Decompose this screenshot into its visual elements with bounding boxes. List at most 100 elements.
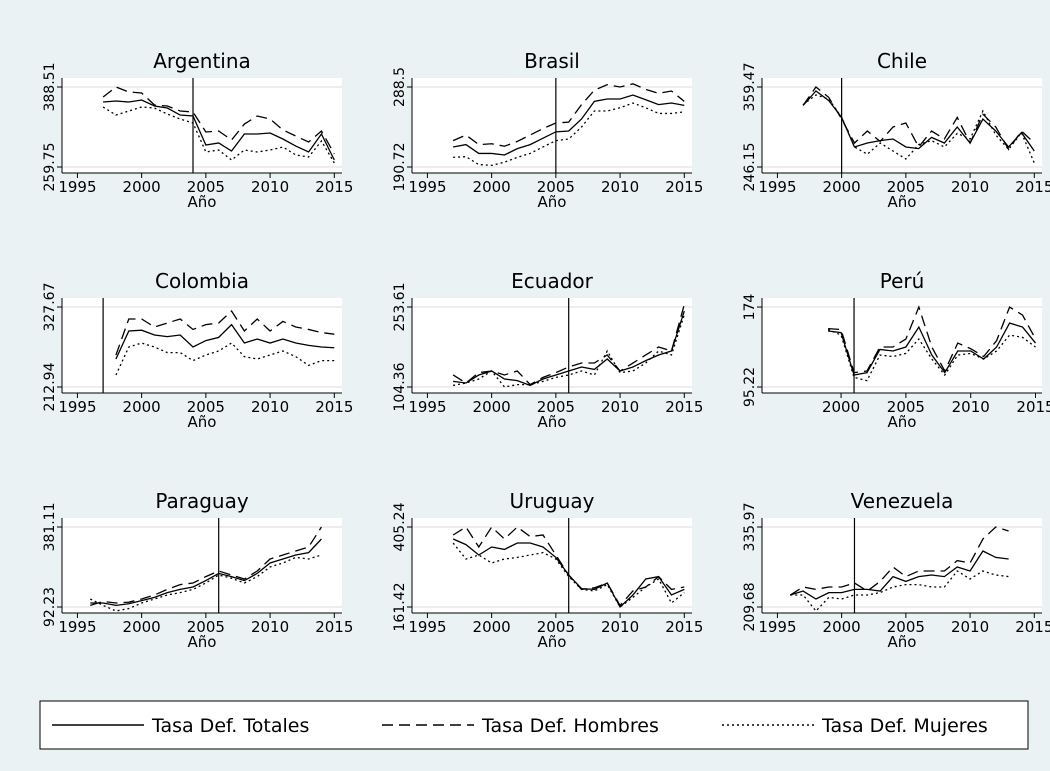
plot-area: [62, 298, 342, 393]
plot-area: [412, 518, 692, 613]
x-tick-label: 2000: [473, 178, 511, 196]
series-line: [802, 86, 1035, 151]
series-line: [452, 94, 685, 156]
x-tick-label: 2010: [601, 398, 639, 416]
x-tick-label: 2010: [251, 618, 289, 636]
x-tick-label: 2015: [315, 178, 353, 196]
y-tick-label: 209.68: [742, 583, 758, 632]
x-tick-label: 2005: [537, 618, 575, 636]
series-line: [790, 550, 1009, 600]
legend-label: Tasa Def. Totales: [151, 715, 309, 737]
series-line: [90, 538, 322, 607]
x-axis-label: Año: [888, 193, 917, 211]
y-tick-label: 161.42: [392, 582, 408, 631]
x-tick-label: 2015: [665, 178, 703, 196]
x-tick-label: 2010: [601, 618, 639, 636]
y-tick-label: 246.15: [742, 142, 758, 191]
x-tick-label: 2015: [1015, 618, 1050, 636]
x-tick-label: 2005: [887, 618, 925, 636]
x-tick-label: 2000: [123, 398, 161, 416]
y-tick-label: 288.5: [392, 67, 408, 107]
series-line: [103, 99, 335, 161]
series-line: [115, 310, 335, 356]
panel-title: Venezuela: [851, 489, 954, 513]
x-tick-label: 2015: [1016, 398, 1050, 416]
y-tick-label: 92.23: [42, 587, 58, 627]
series-line: [452, 83, 685, 147]
plot-area: [412, 78, 692, 173]
panel-title: Ecuador: [511, 269, 593, 293]
x-axis-label: Año: [538, 413, 567, 431]
x-tick-label: 2005: [187, 618, 225, 636]
x-axis-label: Año: [538, 633, 567, 651]
panel-title: Uruguay: [510, 489, 595, 513]
x-tick-label: 1995: [408, 398, 446, 416]
x-tick-label: 2010: [251, 398, 289, 416]
x-tick-label: 1995: [58, 178, 96, 196]
x-tick-label: 2000: [123, 178, 161, 196]
y-tick-label: 335.97: [742, 503, 758, 552]
y-tick-label: 253.61: [392, 282, 408, 331]
series-line: [115, 342, 335, 376]
x-tick-label: 1995: [58, 618, 96, 636]
y-tick-label: 212.94: [42, 362, 58, 411]
y-tick-label: 405.24: [392, 502, 408, 551]
panel-title: Perú: [880, 269, 925, 293]
y-tick-label: 95.22: [742, 367, 758, 407]
panel-title: Colombia: [155, 269, 249, 293]
series-line: [827, 328, 1036, 382]
x-tick-label: 2015: [315, 618, 353, 636]
x-tick-label: 2000: [823, 178, 861, 196]
x-axis-label: Año: [538, 193, 567, 211]
series-line: [802, 94, 1035, 164]
x-tick-label: 2015: [1015, 178, 1050, 196]
x-tick-label: 1995: [58, 398, 96, 416]
x-tick-label: 2000: [473, 618, 511, 636]
series-line: [452, 314, 685, 388]
x-tick-label: 2015: [665, 618, 703, 636]
series-line: [89, 554, 322, 612]
x-tick-label: 1995: [758, 178, 796, 196]
x-tick-label: 2000: [822, 398, 860, 416]
x-tick-label: 1995: [408, 618, 446, 636]
y-tick-label: 388.51: [42, 63, 58, 112]
x-axis-label: Año: [888, 413, 917, 431]
x-tick-label: 2015: [315, 398, 353, 416]
series-line: [828, 322, 1037, 376]
legend-box: [39, 700, 1029, 750]
x-axis-label: Año: [188, 413, 217, 431]
series-line: [115, 323, 335, 360]
x-tick-label: 2010: [601, 178, 639, 196]
x-tick-label: 2005: [887, 178, 925, 196]
series-line: [102, 86, 335, 155]
panel-title: Argentina: [153, 49, 251, 73]
series-line: [789, 526, 1009, 596]
series-line: [102, 106, 335, 164]
y-tick-label: 104.36: [392, 362, 408, 411]
plot-area: [762, 518, 1042, 613]
x-tick-label: 2000: [823, 618, 861, 636]
plot-area: [412, 298, 692, 393]
panel-title: Paraguay: [155, 489, 249, 513]
x-tick-label: 1995: [408, 178, 446, 196]
panel-title: Brasil: [524, 49, 580, 73]
x-tick-label: 1995: [758, 618, 796, 636]
x-tick-label: 2010: [251, 178, 289, 196]
series-line: [90, 526, 322, 607]
y-tick-label: 359.47: [742, 62, 758, 111]
y-tick-label: 327.67: [42, 283, 58, 332]
x-tick-label: 2005: [537, 178, 575, 196]
x-tick-label: 2005: [537, 398, 575, 416]
plot-area: [62, 78, 342, 173]
y-tick-label: 259.75: [42, 142, 58, 191]
x-tick-label: 2015: [665, 398, 703, 416]
legend-label: Tasa Def. Hombres: [481, 715, 659, 737]
legend-label: Tasa Def. Mujeres: [821, 715, 988, 737]
x-axis-label: Año: [188, 633, 217, 651]
x-tick-label: 2000: [123, 618, 161, 636]
plot-area: [762, 78, 1042, 173]
y-tick-label: 190.72: [392, 143, 408, 192]
x-tick-label: 2005: [187, 398, 225, 416]
